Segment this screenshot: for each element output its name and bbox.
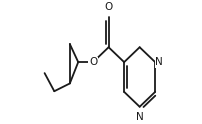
- Text: N: N: [135, 112, 143, 122]
- Text: O: O: [104, 2, 112, 12]
- Text: O: O: [88, 57, 97, 67]
- Text: N: N: [154, 57, 162, 67]
